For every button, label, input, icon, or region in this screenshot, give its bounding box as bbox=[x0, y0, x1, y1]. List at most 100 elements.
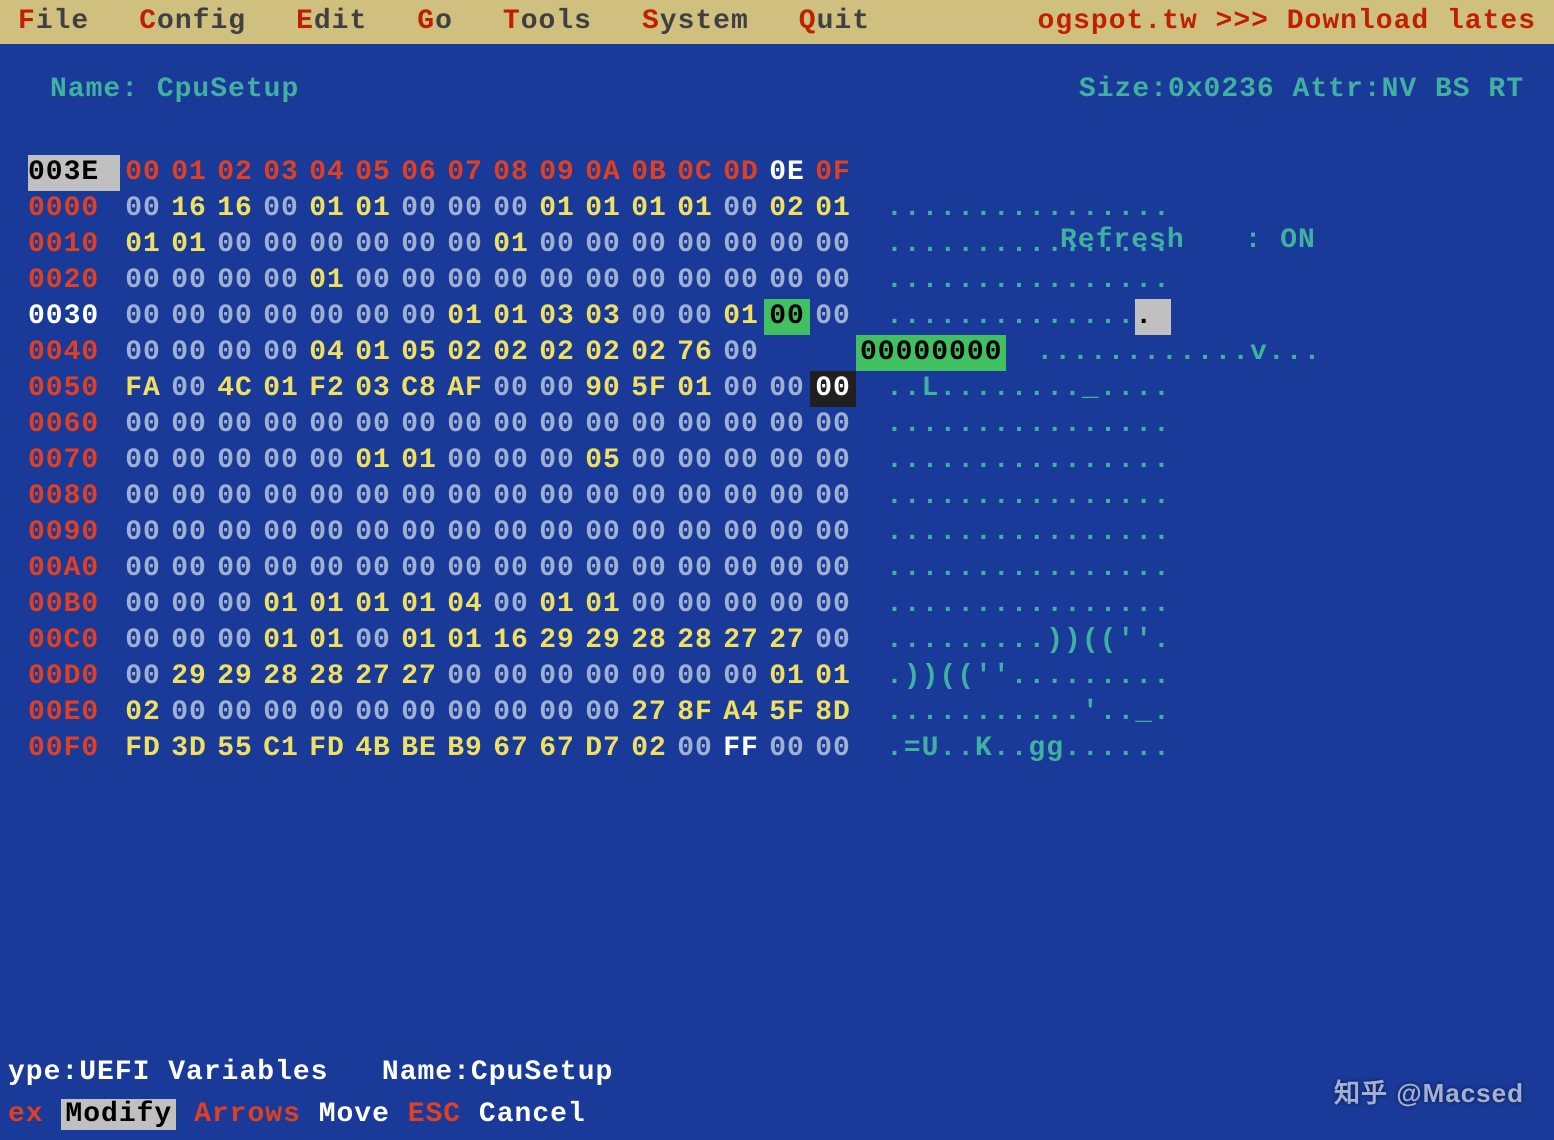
hex-byte[interactable]: 03 bbox=[350, 371, 396, 407]
hex-byte[interactable]: 03 bbox=[534, 299, 580, 335]
hex-byte[interactable]: 00 bbox=[304, 443, 350, 479]
hex-byte[interactable]: 00 bbox=[810, 227, 856, 263]
hex-byte[interactable]: 00 bbox=[626, 587, 672, 623]
hex-byte[interactable]: 28 bbox=[258, 659, 304, 695]
hex-row[interactable]: 009000000000000000000000000000000000....… bbox=[28, 515, 1554, 551]
hex-byte[interactable]: 29 bbox=[580, 623, 626, 659]
hex-byte[interactable]: 00 bbox=[396, 695, 442, 731]
hex-byte[interactable]: 01 bbox=[672, 371, 718, 407]
hex-byte[interactable]: 00 bbox=[120, 335, 166, 371]
hex-byte[interactable]: 04 bbox=[304, 335, 350, 371]
hex-byte[interactable]: 00 bbox=[672, 407, 718, 443]
hex-byte[interactable]: 00 bbox=[166, 335, 212, 371]
hex-byte[interactable]: F2 bbox=[304, 371, 350, 407]
hex-row[interactable]: 001001010000000000000100000000000000....… bbox=[28, 227, 1554, 263]
hex-byte[interactable]: 00 bbox=[396, 407, 442, 443]
hex-byte[interactable]: 05 bbox=[396, 335, 442, 371]
hex-byte[interactable]: 00 bbox=[304, 299, 350, 335]
hex-byte[interactable]: 00 bbox=[718, 587, 764, 623]
hex-byte[interactable]: 00 bbox=[764, 515, 810, 551]
hex-byte[interactable]: 01 bbox=[534, 587, 580, 623]
hex-byte[interactable]: BE bbox=[396, 731, 442, 767]
menu-uit[interactable]: Quit bbox=[799, 0, 870, 44]
hex-byte[interactable]: 00 bbox=[626, 443, 672, 479]
hex-byte[interactable]: 00 bbox=[810, 443, 856, 479]
hex-byte[interactable]: 27 bbox=[396, 659, 442, 695]
hex-byte[interactable]: 00 bbox=[304, 515, 350, 551]
hex-byte[interactable]: 00 bbox=[626, 551, 672, 587]
hex-byte[interactable]: 00 bbox=[212, 695, 258, 731]
hex-byte[interactable]: 00 bbox=[212, 515, 258, 551]
hex-byte[interactable]: 00 bbox=[626, 299, 672, 335]
hex-byte[interactable]: 28 bbox=[626, 623, 672, 659]
hex-byte[interactable]: 01 bbox=[810, 659, 856, 695]
hex-byte[interactable]: 02 bbox=[212, 155, 258, 191]
hex-byte[interactable]: 00 bbox=[258, 263, 304, 299]
hex-byte[interactable]: 00 bbox=[396, 191, 442, 227]
hex-byte[interactable]: 00 bbox=[120, 623, 166, 659]
hex-byte[interactable]: 01 bbox=[166, 155, 212, 191]
hex-byte[interactable]: 00 bbox=[120, 659, 166, 695]
hex-byte[interactable]: 00 bbox=[120, 587, 166, 623]
hex-byte[interactable]: 00 bbox=[350, 551, 396, 587]
hex-byte[interactable]: 00 bbox=[672, 299, 718, 335]
hex-byte[interactable]: 07 bbox=[442, 155, 488, 191]
hex-byte[interactable]: 00 bbox=[166, 551, 212, 587]
hex-byte[interactable]: 00 bbox=[672, 227, 718, 263]
hex-byte[interactable]: 29 bbox=[212, 659, 258, 695]
hex-byte[interactable]: 00 bbox=[764, 587, 810, 623]
hex-byte[interactable]: 00 bbox=[166, 515, 212, 551]
hex-byte[interactable]: 00 bbox=[258, 443, 304, 479]
hex-byte[interactable]: 00 bbox=[304, 551, 350, 587]
hex-byte[interactable]: FA bbox=[120, 371, 166, 407]
hex-byte[interactable]: 00 bbox=[534, 659, 580, 695]
hex-byte[interactable]: 00 bbox=[718, 407, 764, 443]
hex-byte[interactable]: 00 bbox=[166, 371, 212, 407]
hex-byte[interactable]: 00 bbox=[350, 515, 396, 551]
hex-byte[interactable]: 00 bbox=[534, 695, 580, 731]
hex-byte[interactable]: 00 bbox=[442, 443, 488, 479]
hex-byte[interactable]: 01 bbox=[166, 227, 212, 263]
hex-byte[interactable]: 00 bbox=[442, 407, 488, 443]
hex-byte[interactable]: 00 bbox=[350, 695, 396, 731]
hex-byte[interactable]: 76 bbox=[672, 335, 718, 371]
hex-byte[interactable]: 00 bbox=[442, 227, 488, 263]
hex-byte[interactable]: 00 bbox=[580, 659, 626, 695]
hex-row[interactable]: 00D000292928282727000000000000000101.))(… bbox=[28, 659, 1554, 695]
hex-byte[interactable]: 00 bbox=[718, 227, 764, 263]
hex-byte[interactable]: 00 bbox=[212, 299, 258, 335]
hex-byte[interactable]: 00 bbox=[350, 263, 396, 299]
hex-byte[interactable]: 00 bbox=[258, 191, 304, 227]
hex-byte[interactable]: 00 bbox=[718, 515, 764, 551]
hex-byte[interactable]: AF bbox=[442, 371, 488, 407]
hex-byte[interactable]: 08 bbox=[488, 155, 534, 191]
hex-byte[interactable]: 01 bbox=[304, 263, 350, 299]
hex-byte[interactable]: 00 bbox=[166, 407, 212, 443]
hex-byte[interactable]: 00 bbox=[488, 191, 534, 227]
hex-byte[interactable]: 00 bbox=[442, 191, 488, 227]
hex-edit-overlay[interactable]: 00000000 bbox=[856, 335, 1006, 371]
hex-byte[interactable]: 00 bbox=[810, 623, 856, 659]
hex-byte[interactable]: 00 bbox=[212, 263, 258, 299]
hex-byte[interactable]: 00 bbox=[764, 227, 810, 263]
menu-onfig[interactable]: Config bbox=[139, 0, 246, 44]
hex-byte[interactable]: 01 bbox=[350, 443, 396, 479]
hex-byte[interactable]: 0D bbox=[718, 155, 764, 191]
hex-byte[interactable]: 16 bbox=[488, 623, 534, 659]
hex-byte[interactable]: 00 bbox=[258, 227, 304, 263]
hex-byte[interactable]: 01 bbox=[442, 623, 488, 659]
hex-byte[interactable]: 00 bbox=[488, 407, 534, 443]
hex-row[interactable]: 0050FA004C01F203C8AF0000905F01000000..L.… bbox=[28, 371, 1554, 407]
hex-byte[interactable]: 00 bbox=[672, 479, 718, 515]
hex-byte[interactable]: 00 bbox=[258, 299, 304, 335]
hex-byte[interactable]: 4B bbox=[350, 731, 396, 767]
hex-byte[interactable]: 90 bbox=[580, 371, 626, 407]
hex-byte[interactable]: 01 bbox=[626, 191, 672, 227]
hex-byte[interactable]: 00 bbox=[212, 335, 258, 371]
hex-row[interactable]: 00E00200000000000000000000278FA45F8D....… bbox=[28, 695, 1554, 731]
hex-row[interactable]: 008000000000000000000000000000000000....… bbox=[28, 479, 1554, 515]
hex-byte[interactable]: 00 bbox=[350, 299, 396, 335]
hex-byte[interactable]: 0A bbox=[580, 155, 626, 191]
hex-byte[interactable]: 00 bbox=[350, 407, 396, 443]
hex-byte[interactable]: 01 bbox=[396, 587, 442, 623]
